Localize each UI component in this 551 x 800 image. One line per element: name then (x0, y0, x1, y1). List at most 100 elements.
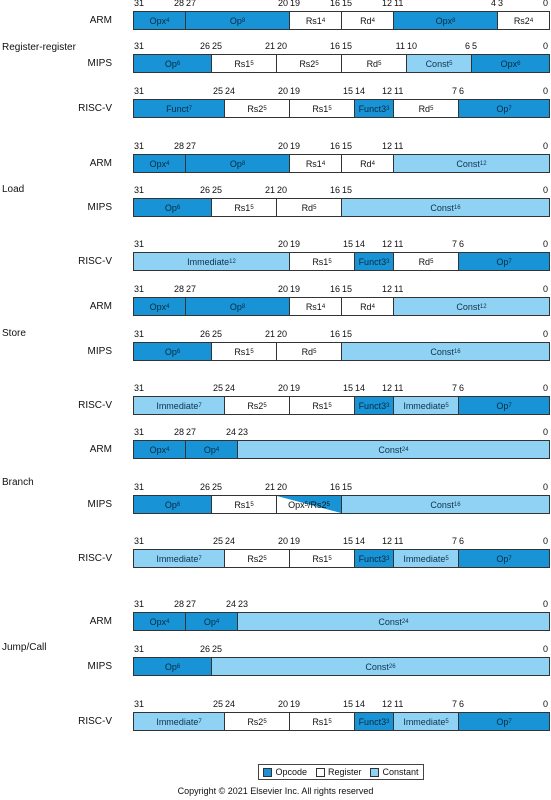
bit-number: 0 (542, 699, 548, 709)
isa-label: ARM (89, 616, 112, 627)
field-name: Op (203, 444, 216, 455)
field-split: Opx 5/Rs2 5 (276, 495, 342, 514)
field-opcode: Op 6 (133, 657, 212, 676)
bit-number: 24 (225, 699, 236, 709)
bit-number: 15 (342, 383, 353, 393)
field-register: Rd 4 (341, 297, 394, 316)
bit-number: 6 (459, 536, 465, 546)
field-constant: Immediate 7 (133, 712, 225, 731)
bit-number: 11 (395, 41, 405, 51)
field-name: Op (229, 158, 242, 169)
field-constant: Immediate 5 (393, 549, 459, 568)
field-constant: Const 16 (341, 495, 550, 514)
field-name: Rs1 (312, 256, 329, 267)
field-name: Rs1 (305, 301, 322, 312)
bit-number: 27 (186, 427, 197, 437)
field-name: Rs2 (513, 15, 530, 26)
bit-number: 25 (212, 383, 223, 393)
field-name: Rs1 (305, 15, 322, 26)
field-opcode: Op 7 (458, 252, 550, 271)
field-opcode: Op 7 (458, 712, 550, 731)
bit-number: 31 (134, 41, 145, 51)
group-label: Register-register (2, 42, 76, 53)
bit-number: 27 (186, 284, 197, 294)
field-constant: Immediate 7 (133, 396, 225, 415)
field-name: Immediate (156, 716, 199, 727)
field-name: Rs1 (234, 346, 251, 357)
field-constant: Const 16 (341, 342, 550, 361)
legend-label-opcode: Opcode (275, 767, 308, 777)
bit-number: 21 (264, 185, 275, 195)
field-name: Rs1 (234, 202, 251, 213)
bit-number: 12 (381, 383, 392, 393)
field-name: Rs1 (312, 716, 329, 727)
field-constant: Immediate 12 (133, 252, 290, 271)
bit-number: 16 (329, 141, 340, 151)
bit-number: 23 (238, 427, 249, 437)
bit-number: 20 (277, 41, 288, 51)
field-name: Opx (149, 616, 167, 627)
field-name: Funct3 (358, 716, 387, 727)
bit-number: 20 (277, 536, 288, 546)
field-constant: Const 12 (393, 154, 550, 173)
field-register: Rd 4 (341, 154, 394, 173)
bit-number: 20 (277, 0, 288, 8)
bit-number: 26 (199, 482, 210, 492)
field-name: Const (430, 346, 454, 357)
field-register: Rs1 4 (289, 154, 342, 173)
field-constant: Const 24 (237, 612, 550, 631)
field-name: Op (203, 616, 216, 627)
field-opcode: Op 6 (133, 54, 212, 73)
field-name: Immediate (187, 256, 230, 267)
field-register: Rd 5 (393, 99, 459, 118)
bit-number: 15 (342, 141, 353, 151)
bit-number: 27 (186, 599, 197, 609)
bit-number: 16 (329, 185, 340, 195)
field-name: Op (496, 103, 509, 114)
legend-label-register: Register (327, 767, 362, 777)
field-name: Const (430, 202, 454, 213)
bit-number: 25 (212, 86, 223, 96)
bit-number: 26 (199, 329, 210, 339)
bit-number: 4 (490, 0, 496, 8)
bit-number: 6 (464, 41, 470, 51)
bit-number: 24 (225, 383, 236, 393)
bit-number: 0 (542, 284, 548, 294)
bit-number: 16 (329, 329, 340, 339)
field-opcode: Funct3 3 (354, 99, 394, 118)
field-constant: Const 26 (211, 657, 550, 676)
isa-label: MIPS (87, 499, 112, 510)
field-constant: Immediate 7 (133, 549, 225, 568)
bit-number: 20 (277, 185, 288, 195)
bit-number: 25 (212, 482, 223, 492)
bit-number: 11 (394, 699, 404, 709)
field-name: Funct3 (358, 103, 387, 114)
bit-number: 20 (277, 86, 288, 96)
field-opcode: Funct 7 (133, 99, 225, 118)
bit-number: 14 (355, 383, 366, 393)
field-opcode: Op 7 (458, 396, 550, 415)
field-name: Opx (149, 444, 167, 455)
field-opcode: Opx 4 (133, 612, 186, 631)
field-opcode: Opx 4 (133, 11, 186, 30)
isa-label: MIPS (87, 58, 112, 69)
field-name: Const (430, 499, 454, 510)
isa-label: ARM (89, 444, 112, 455)
bit-number: 24 (225, 599, 236, 609)
isa-label: MIPS (87, 661, 112, 672)
legend-item-opcode: Opcode (263, 767, 307, 777)
field-register: Rd 5 (276, 342, 342, 361)
bit-number: 11 (394, 536, 404, 546)
field-name: Rs2 (247, 716, 264, 727)
field-opcode: Opx 4 (133, 154, 186, 173)
field-opcode: Opx 4 (133, 440, 186, 459)
field-register: Rs1 5 (289, 549, 355, 568)
bit-number: 31 (134, 383, 145, 393)
bit-number: 5 (472, 41, 478, 51)
bit-number: 6 (459, 86, 465, 96)
field-register: Rd 5 (341, 54, 407, 73)
field-register: Rs1 5 (211, 198, 277, 217)
bit-number: 12 (381, 536, 392, 546)
bit-number: 20 (277, 329, 288, 339)
field-constant: Const 5 (406, 54, 472, 73)
